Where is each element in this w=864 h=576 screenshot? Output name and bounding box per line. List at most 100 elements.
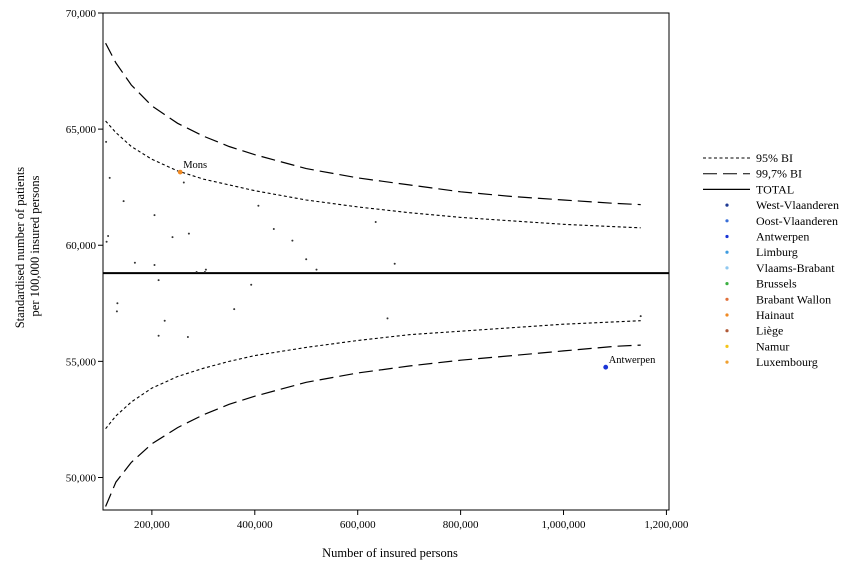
legend-marker: [725, 219, 729, 223]
legend-marker: [725, 203, 729, 207]
data-point: [204, 268, 207, 271]
legend-label: Antwerpen: [756, 230, 809, 244]
x-axis-title: Number of insured persons: [322, 546, 458, 560]
legend-label: Brussels: [756, 277, 797, 291]
legend-label: Limburg: [756, 245, 798, 259]
data-point: [186, 336, 189, 338]
y-axis-title: Standardised number of patients per 100,…: [13, 164, 42, 329]
data-point: [105, 140, 108, 143]
legend-label: Vlaams-Brabant: [756, 261, 835, 275]
data-point: [153, 264, 156, 266]
data-point: [250, 283, 253, 286]
data-point: [195, 271, 198, 273]
x-tick-label: 600,000: [340, 519, 376, 531]
band-dotted-lower-line: [105, 320, 641, 430]
y-axis: 50,000 55,000 60,000 65,000 70,000: [66, 8, 103, 484]
point-label-antwerpen: Antwerpen: [609, 355, 656, 366]
x-tick-label: 1,200,000: [644, 519, 689, 531]
confidence-bands: [105, 42, 641, 507]
data-point: [157, 334, 160, 337]
point-label-mons: Mons: [183, 160, 207, 171]
point-antwerpen: [603, 364, 609, 370]
legend-marker: [725, 234, 729, 239]
band-dotted-upper-line: [105, 120, 641, 229]
data-point: [374, 221, 377, 223]
data-point: [108, 176, 111, 179]
legend-marker: [725, 360, 729, 364]
legend-marker: [725, 250, 729, 254]
legend-item: Hainaut: [725, 308, 795, 322]
data-point: [116, 302, 119, 305]
data-point: [305, 258, 308, 261]
point-mons: [177, 169, 183, 175]
legend-item: Liège: [725, 324, 783, 338]
legend-label: Brabant Wallon: [756, 292, 831, 306]
data-point: [153, 214, 156, 217]
legend-item: West-Vlaanderen: [725, 198, 839, 212]
legend-marker: [725, 297, 729, 301]
band-dashed-lower-line: [105, 344, 641, 507]
y-tick-label: 65,000: [66, 124, 97, 136]
legend-item: Vlaams-Brabant: [725, 261, 835, 275]
legend-item: 99,7% BI: [703, 167, 802, 181]
data-point: [272, 228, 275, 230]
y-tick-label: 60,000: [66, 240, 97, 252]
data-point: [115, 310, 118, 313]
legend-label: Oost-Vlaanderen: [756, 214, 838, 228]
data-point: [157, 279, 160, 282]
legend-item: Antwerpen: [725, 230, 809, 244]
x-tick-label: 800,000: [443, 519, 479, 531]
legend-marker: [725, 282, 729, 286]
legend-item: Limburg: [725, 245, 798, 259]
y-axis-title-line-2: per 100,000 insured persons: [28, 175, 42, 316]
legend-item: Brabant Wallon: [725, 292, 831, 306]
data-point: [171, 236, 174, 239]
data-point: [233, 308, 236, 311]
data-point: [203, 271, 206, 273]
data-point: [291, 239, 294, 242]
data-point: [105, 240, 108, 243]
data-point: [107, 235, 110, 237]
legend-item: Namur: [725, 339, 789, 353]
data-point: [122, 200, 125, 203]
legend-item: 95% BI: [703, 151, 793, 165]
x-tick-label: 1,000,000: [542, 519, 587, 531]
legend-marker: [725, 344, 729, 348]
y-tick-label: 50,000: [66, 472, 97, 484]
legend-marker: [725, 266, 729, 270]
y-axis-title-line-1: Standardised number of patients: [13, 167, 27, 329]
y-tick-label: 55,000: [66, 356, 97, 368]
legend-item: Luxembourg: [725, 355, 818, 369]
data-points: Mons Antwerpen: [105, 140, 656, 370]
data-point: [386, 317, 389, 320]
data-point: [182, 181, 185, 184]
legend-label: Luxembourg: [756, 355, 818, 369]
legend-marker: [725, 313, 729, 317]
data-point: [163, 319, 166, 322]
x-tick-label: 400,000: [237, 519, 273, 531]
legend-item: Oost-Vlaanderen: [725, 214, 838, 228]
data-point: [187, 232, 190, 235]
plot-frame: [102, 12, 670, 511]
band-dashed-upper-line: [105, 42, 641, 206]
data-point: [393, 262, 396, 265]
x-tick-label: 200,000: [134, 519, 170, 531]
legend-label: 99,7% BI: [756, 167, 802, 181]
legend-item: TOTAL: [703, 182, 794, 196]
legend-label: Liège: [756, 324, 783, 338]
legend-label: Namur: [756, 339, 789, 353]
legend-label: 95% BI: [756, 151, 793, 165]
y-tick-label: 70,000: [66, 8, 97, 20]
legend-label: Hainaut: [756, 308, 795, 322]
data-point: [639, 315, 642, 318]
legend-label: TOTAL: [756, 182, 794, 196]
data-point: [315, 268, 318, 271]
x-axis: 200,000 400,000 600,000 800,000 1,000,000 1,2…: [134, 510, 689, 531]
data-point: [257, 204, 260, 207]
legend-label: West-Vlaanderen: [756, 198, 839, 212]
legend-marker: [725, 329, 729, 333]
legend-item: Brussels: [725, 277, 797, 291]
data-point: [133, 261, 136, 264]
